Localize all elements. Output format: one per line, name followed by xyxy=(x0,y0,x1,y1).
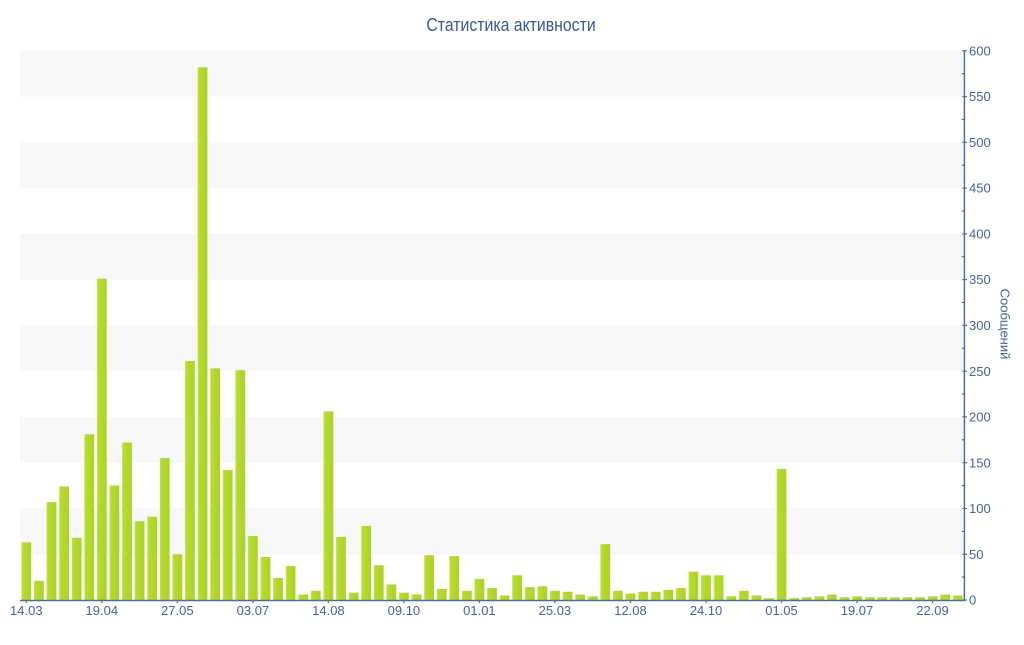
svg-text:19.07: 19.07 xyxy=(841,603,874,618)
svg-text:12.08: 12.08 xyxy=(614,603,647,618)
svg-text:450: 450 xyxy=(969,181,991,196)
svg-text:500: 500 xyxy=(969,135,991,150)
svg-text:400: 400 xyxy=(969,227,991,242)
svg-text:Сообщений: Сообщений xyxy=(998,289,1013,360)
svg-text:19.04: 19.04 xyxy=(86,603,119,618)
svg-text:550: 550 xyxy=(969,89,991,104)
svg-text:350: 350 xyxy=(969,272,991,287)
svg-text:14.03: 14.03 xyxy=(10,603,43,618)
svg-text:25.03: 25.03 xyxy=(539,603,572,618)
svg-text:27.05: 27.05 xyxy=(161,603,194,618)
svg-text:600: 600 xyxy=(969,43,991,58)
svg-text:100: 100 xyxy=(969,501,991,516)
svg-text:24.10: 24.10 xyxy=(690,603,723,618)
svg-text:200: 200 xyxy=(969,410,991,425)
svg-text:50: 50 xyxy=(969,547,983,562)
svg-text:150: 150 xyxy=(969,455,991,470)
svg-text:09.10: 09.10 xyxy=(388,603,421,618)
svg-text:0: 0 xyxy=(969,593,976,608)
svg-text:03.07: 03.07 xyxy=(237,603,270,618)
svg-text:01.01: 01.01 xyxy=(463,603,496,618)
svg-text:22.09: 22.09 xyxy=(916,603,949,618)
svg-text:Статистика активности: Статистика активности xyxy=(426,14,595,35)
svg-text:01.05: 01.05 xyxy=(765,603,798,618)
svg-text:14.08: 14.08 xyxy=(312,603,345,618)
svg-text:250: 250 xyxy=(969,364,991,379)
svg-text:300: 300 xyxy=(969,318,991,333)
